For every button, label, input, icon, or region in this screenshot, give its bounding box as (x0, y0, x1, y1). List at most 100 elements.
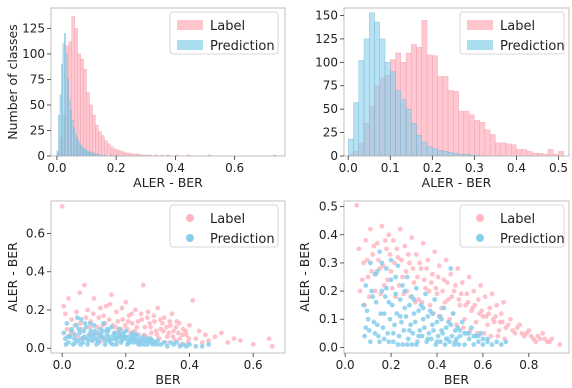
scatter-point (459, 319, 465, 325)
scatter-point (374, 240, 380, 246)
histogram-bar (369, 12, 375, 156)
scatter-point (78, 320, 84, 326)
scatter-point (386, 339, 392, 345)
scatter-point (94, 341, 99, 347)
panel-1: 0.0 0.2 0.4 0.6 0 25 50 75 100 125 ALER - BER Numbe… (5, 7, 286, 190)
scatter-point (434, 319, 440, 325)
scatter-point (447, 339, 453, 345)
scatter-point (533, 339, 539, 345)
scatter-point (196, 328, 202, 334)
scatter-point (404, 274, 410, 280)
scatter-point (393, 274, 399, 280)
scatter-point (101, 336, 107, 342)
scatter-point (413, 342, 419, 347)
scatter-point (451, 288, 457, 294)
legend-frame (459, 204, 565, 248)
y-tick-label: 150 (315, 8, 338, 22)
histogram-bar (432, 55, 438, 156)
scatter-point (102, 341, 108, 347)
scatter-point (488, 333, 494, 339)
scatter-point (369, 288, 374, 294)
scatter-point (403, 314, 409, 319)
scatter-point (161, 340, 167, 345)
scatter-point (401, 328, 407, 333)
scatter-point (448, 322, 454, 328)
scatter-point (418, 266, 424, 271)
legend-swatch (467, 20, 493, 30)
scatter-point (396, 333, 402, 339)
histogram-bar (58, 114, 61, 156)
scatter-point (377, 339, 382, 345)
scatter-point (177, 336, 183, 342)
scatter-point (64, 320, 70, 326)
scatter-point (419, 333, 425, 339)
scatter-point (69, 317, 75, 322)
scatter-point (376, 257, 381, 263)
scatter-point (113, 341, 119, 347)
scatter-point (123, 299, 129, 305)
histogram-bar (118, 150, 123, 156)
histogram-bar (516, 149, 522, 156)
axes-frame (50, 200, 286, 354)
scatter-point (148, 324, 154, 330)
scatter-point (379, 260, 385, 266)
scatter-point (231, 336, 237, 342)
scatter-point (111, 332, 117, 338)
legend-swatch (177, 40, 203, 50)
scatter-point (119, 338, 125, 343)
scatter-point (167, 319, 173, 324)
scatter-point (459, 280, 465, 286)
scatter-point (435, 274, 441, 280)
scatter-point (469, 325, 474, 331)
histogram-bar (558, 151, 564, 156)
scatter-point (109, 324, 114, 330)
scatter-point (433, 285, 439, 291)
scatter-point (397, 226, 403, 232)
panel-4: 0.0 0.2 0.4 0.6 0.8 0.0 0.1 0.2 0.3 0.4 0.5 BER ALER… (297, 200, 570, 387)
scatter-point (398, 319, 404, 325)
series-prediction (348, 12, 480, 156)
scatter-point (390, 330, 396, 336)
scatter-point (429, 311, 435, 316)
histogram-bar (453, 91, 459, 156)
scatter-point (434, 291, 440, 297)
scatter-point (416, 333, 422, 339)
scatter-point (160, 320, 165, 326)
y-tick-label: 0.2 (26, 303, 45, 317)
scatter-point (148, 330, 154, 336)
x-tick-label: 0.6 (244, 358, 263, 372)
scatter-point (59, 203, 65, 209)
scatter-point (104, 326, 110, 332)
histogram-bar (453, 152, 459, 156)
histogram-bar (353, 102, 359, 156)
x-tick-label: 0.2 (423, 161, 442, 175)
histogram-bar (500, 142, 507, 156)
histogram-bar (374, 21, 380, 156)
scatter-point (176, 320, 182, 326)
histogram-bar (532, 152, 538, 156)
scatter-point (387, 252, 393, 257)
scatter-point (88, 328, 94, 334)
histogram-bar (390, 71, 396, 156)
scatter-point (147, 320, 153, 326)
scatter-point (397, 314, 403, 319)
scatter-point (373, 299, 379, 305)
scatter-point (372, 330, 378, 336)
y-tick-label: 25 (30, 123, 45, 137)
histogram-bar (474, 154, 480, 156)
scatter-point (413, 252, 419, 257)
scatter-point (402, 288, 408, 294)
scatter-point (493, 314, 498, 319)
scatter-point (471, 333, 477, 339)
histogram-bar (86, 150, 89, 156)
scatter-point (407, 260, 412, 266)
scatter-point (371, 319, 377, 325)
scatter-point (145, 315, 150, 321)
y-tick-label: 50 (30, 98, 45, 112)
scatter-point (193, 343, 199, 349)
y-tick-label: 125 (22, 21, 45, 35)
scatter-point (411, 297, 417, 302)
scatter-point (424, 266, 430, 271)
scatter-point (398, 257, 404, 263)
scatter-point (124, 336, 129, 342)
